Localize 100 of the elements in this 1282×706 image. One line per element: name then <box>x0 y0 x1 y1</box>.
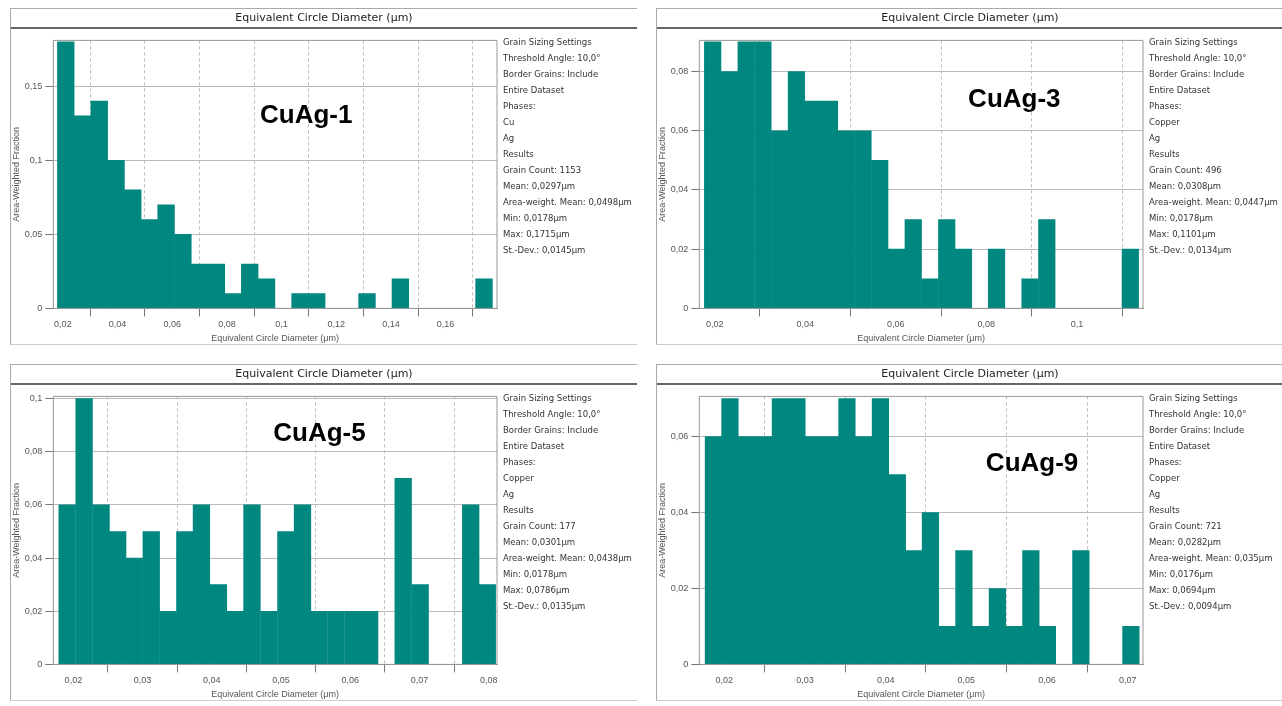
text: Grain Sizing Settings <box>1149 392 1239 405</box>
text: Entire Dataset <box>503 84 565 97</box>
text: St.-Dev.: 0,0145μm <box>503 244 587 257</box>
y-tick-label: 0,02 <box>24 605 43 616</box>
y-tick-label: 0,1 <box>29 393 43 404</box>
x-tick-label: 0,14 <box>382 319 400 330</box>
x-tick-label: 0,1 <box>275 319 288 330</box>
text: Border Grains: Include <box>1149 68 1246 81</box>
y-tick-label: 0,04 <box>670 184 689 195</box>
text: Ag <box>503 132 516 145</box>
text: St.-Dev.: 0,0094μm <box>1149 600 1233 613</box>
y-tick-label: 0,06 <box>670 125 689 136</box>
y-axis-title: Area-Weighted Fraction <box>10 126 21 222</box>
text: Mean: 0,0282μm <box>1149 536 1223 549</box>
text: Max: 0,1101μm <box>1149 228 1217 241</box>
text: St.-Dev.: 0,0134μm <box>1149 244 1233 257</box>
text: Max: 0,1715μm <box>503 228 571 241</box>
text: Phases: <box>503 100 537 113</box>
y-tick-label: 0 <box>683 302 689 313</box>
y-tick-label: 0,02 <box>670 243 689 254</box>
text: Copper <box>1149 116 1181 129</box>
text: Area-weight. Mean: 0,0438μm <box>503 552 633 565</box>
text: Results <box>1149 504 1181 517</box>
y-tick-label: 0,1 <box>29 154 43 165</box>
x-tick-label: 0,08 <box>977 319 996 330</box>
x-tick-label: 0,16 <box>436 319 455 330</box>
x-tick-label: 0,05 <box>957 675 976 686</box>
x-tick-label: 0,06 <box>887 319 905 330</box>
text: Cu <box>503 116 516 129</box>
annotation: CuAg-5 <box>273 417 366 448</box>
y-tick-label: 0,02 <box>670 582 689 593</box>
text: Max: 0,0694μm <box>1149 584 1217 597</box>
y-axis-title: Area-Weighted Fraction <box>656 126 667 222</box>
x-axis-title: Equivalent Circle Diameter (μm) <box>857 689 986 700</box>
x-tick-label: 0,06 <box>1038 675 1056 686</box>
x-tick-label: 0,02 <box>705 319 724 330</box>
x-tick-label: 0,04 <box>108 319 127 330</box>
text: Results <box>503 148 535 161</box>
text: Grain Count: 1153 <box>503 164 583 177</box>
annotation: CuAg-3 <box>968 82 1061 113</box>
text: Min: 0,0178μm <box>503 568 569 581</box>
text: Mean: 0,0297μm <box>503 180 577 193</box>
chart-title: Equivalent Circle Diameter (μm) <box>657 364 1282 385</box>
y-tick-label: 0,08 <box>24 446 43 457</box>
text: St.-Dev.: 0,0135μm <box>503 600 587 613</box>
x-tick-label: 0,03 <box>133 675 152 686</box>
text: Grain Sizing Settings <box>1149 36 1239 49</box>
text: Min: 0,0178μm <box>1149 212 1215 225</box>
text: Grain Sizing Settings <box>503 36 593 49</box>
x-axis-title: Equivalent Circle Diameter (μm) <box>211 333 340 344</box>
text: Grain Count: 177 <box>503 520 577 533</box>
y-tick-label: 0 <box>683 658 689 669</box>
y-tick-label: 0,06 <box>24 499 43 510</box>
x-tick-label: 0,03 <box>796 675 814 686</box>
y-axis-title: Area-Weighted Fraction <box>10 482 21 578</box>
x-tick-label: 0,07 <box>410 675 429 686</box>
text: Phases: <box>1149 456 1183 469</box>
chart-title: Equivalent Circle Diameter (μm) <box>11 8 637 29</box>
y-tick-label: 0,06 <box>670 431 689 442</box>
x-tick-label: 0,07 <box>1118 675 1137 686</box>
x-tick-label: 0,02 <box>64 675 83 686</box>
text: Threshold Angle: 10,0° <box>503 408 602 421</box>
text: Grain Count: 496 <box>1149 164 1223 177</box>
x-tick-label: 0,12 <box>327 319 346 330</box>
x-axis-title: Equivalent Circle Diameter (μm) <box>211 689 340 700</box>
annotation: CuAg-9 <box>985 446 1079 477</box>
x-tick-label: 0,08 <box>218 319 236 330</box>
x-tick-label: 0,04 <box>876 675 895 686</box>
text: Min: 0,0176μm <box>1149 568 1215 581</box>
chart-title: Equivalent Circle Diameter (μm) <box>657 8 1282 29</box>
x-tick-label: 0,04 <box>203 675 221 686</box>
text: Entire Dataset <box>1149 440 1211 453</box>
text: Phases: <box>1149 100 1183 113</box>
y-axis-title: Area-Weighted Fraction <box>656 482 667 578</box>
text: Ag <box>503 488 516 501</box>
text: Min: 0,0178μm <box>503 212 569 225</box>
text: Entire Dataset <box>503 440 565 453</box>
y-tick-label: 0,04 <box>670 507 689 518</box>
y-tick-label: 0,15 <box>24 80 43 91</box>
text: Ag <box>1149 132 1162 145</box>
chart-title: Equivalent Circle Diameter (μm) <box>11 364 637 385</box>
x-tick-label: 0,06 <box>341 675 360 686</box>
text: Ag <box>1149 488 1162 501</box>
text: Border Grains: Include <box>1149 424 1246 437</box>
text: Grain Sizing Settings <box>503 392 593 405</box>
text: Results <box>503 504 535 517</box>
text: Results <box>1149 148 1181 161</box>
text: Mean: 0,0301μm <box>503 536 577 549</box>
text: Area-weight. Mean: 0,0498μm <box>503 196 633 209</box>
x-tick-label: 0,08 <box>479 675 498 686</box>
text: Area-weight. Mean: 0,0447μm <box>1149 196 1279 209</box>
x-tick-label: 0,06 <box>163 319 181 330</box>
text: Copper <box>503 472 535 485</box>
text: Threshold Angle: 10,0° <box>1149 52 1248 65</box>
text: Threshold Angle: 10,0° <box>503 52 602 65</box>
text: Max: 0,0786μm <box>503 584 571 597</box>
text: Border Grains: Include <box>503 424 600 437</box>
text: Copper <box>1149 472 1181 485</box>
y-tick-label: 0,08 <box>670 65 689 76</box>
x-tick-label: 0,02 <box>54 319 72 330</box>
